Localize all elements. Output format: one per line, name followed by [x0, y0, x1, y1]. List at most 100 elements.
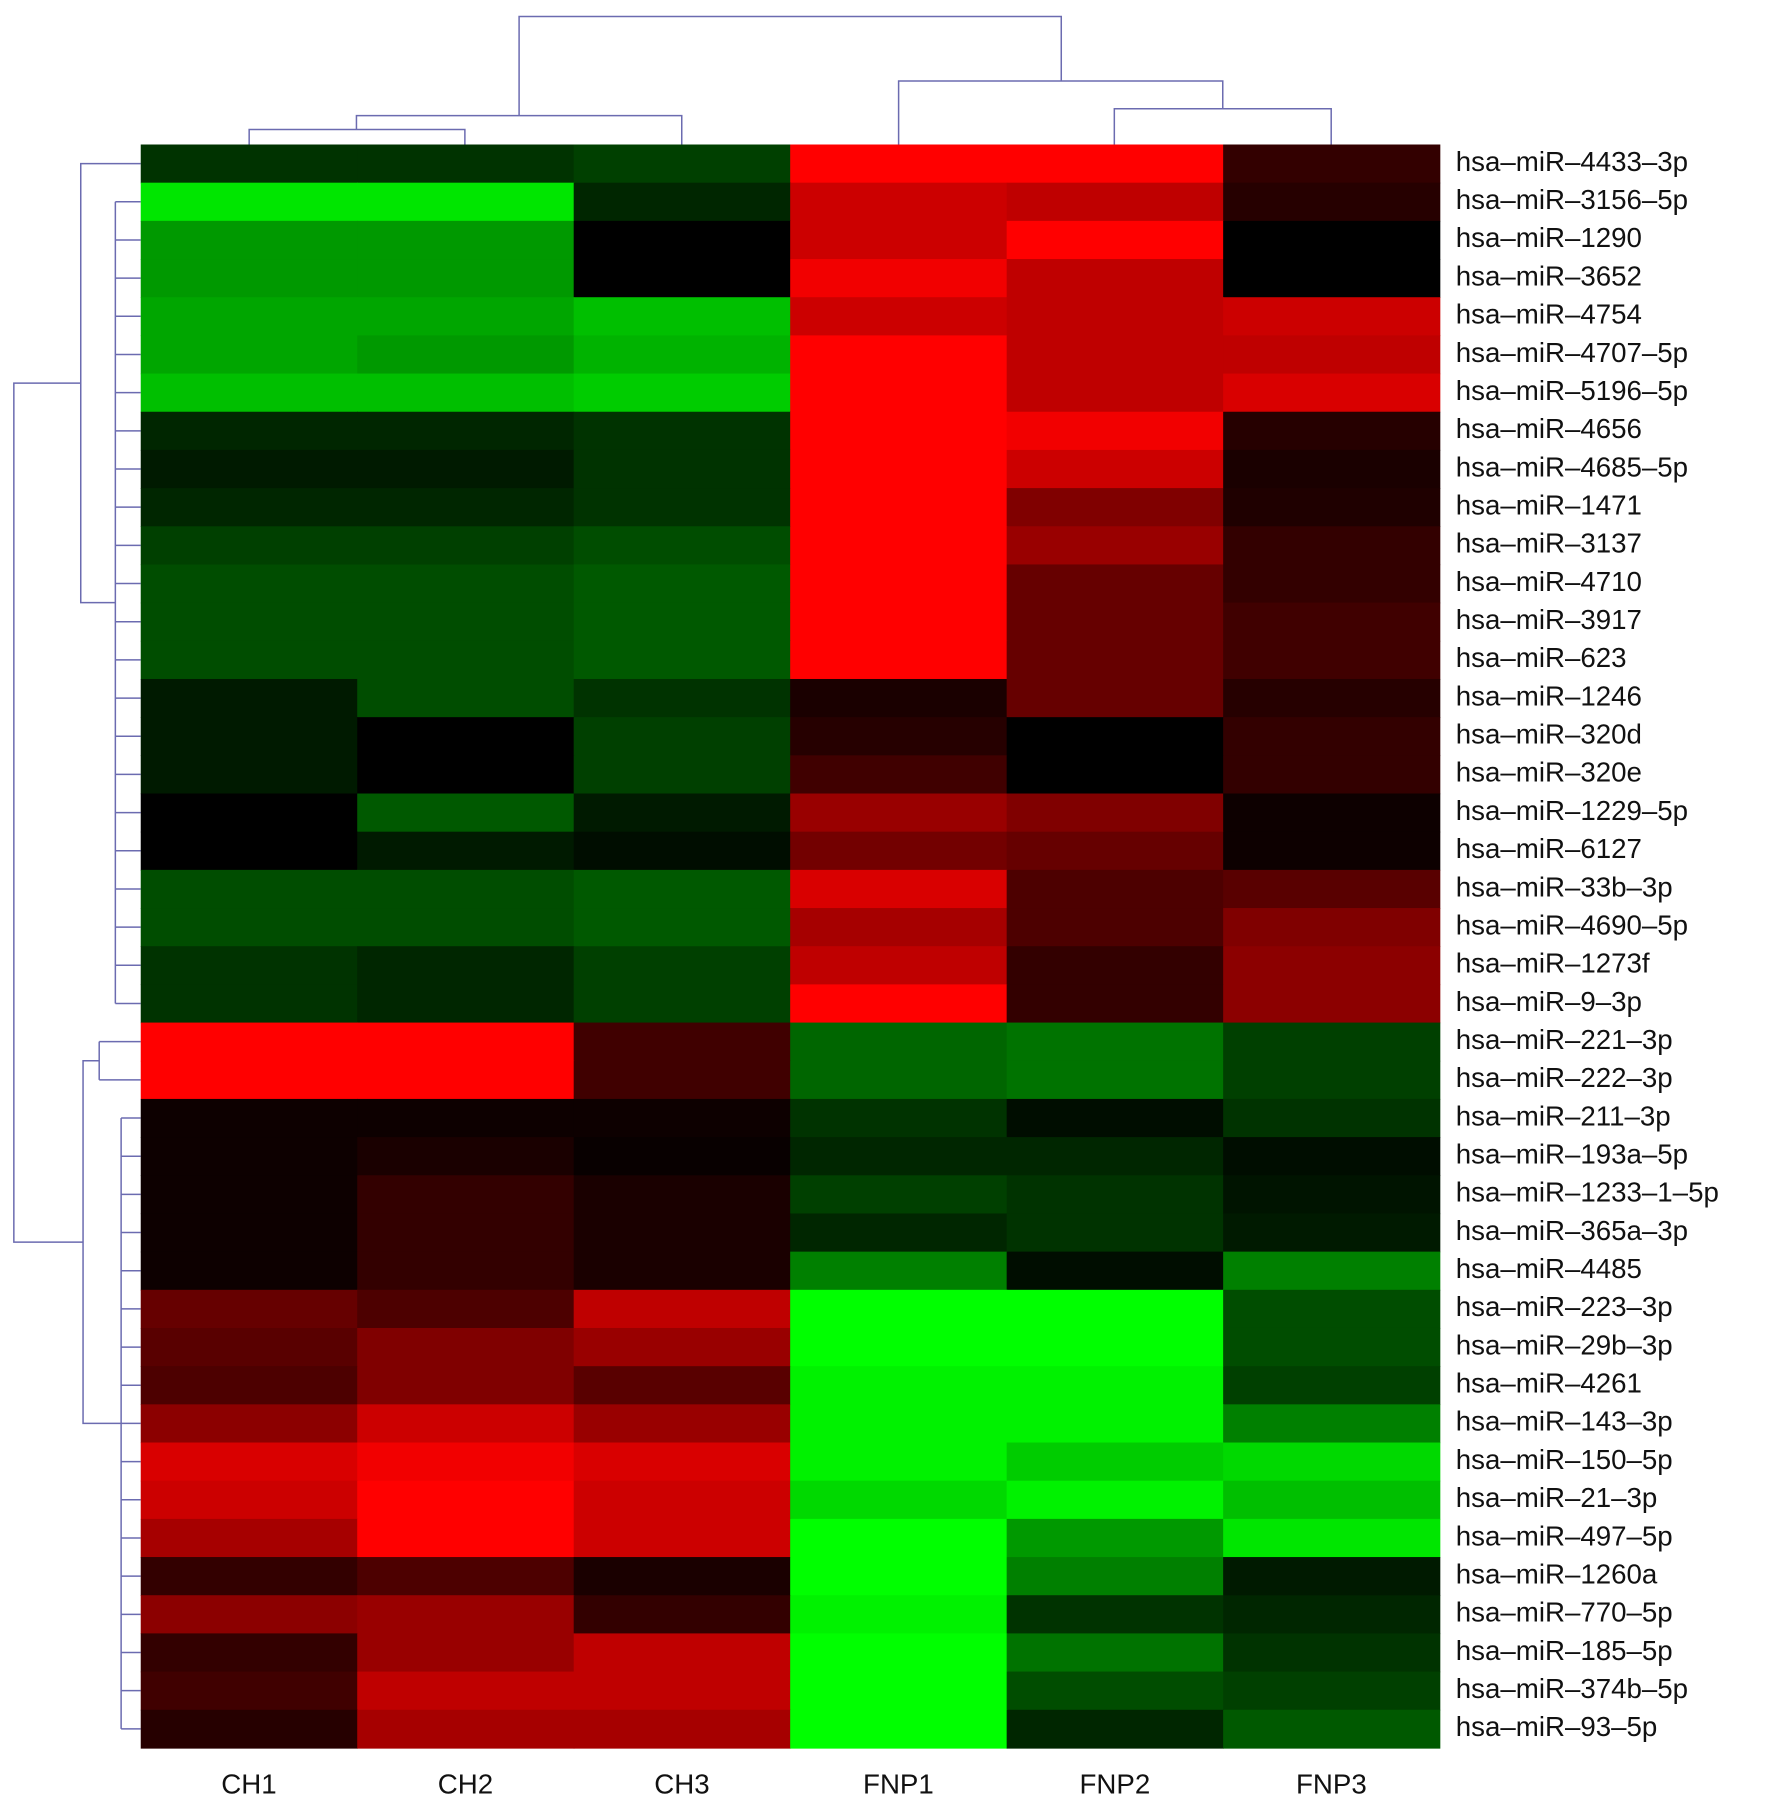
heatmap-cell	[1006, 1251, 1224, 1291]
row-label: hsa–miR–5196–5p	[1456, 375, 1688, 406]
heatmap-cell	[573, 1022, 791, 1062]
heatmap-cell	[1006, 1022, 1224, 1062]
column-label: CH2	[438, 1768, 493, 1799]
heatmap-cell	[357, 373, 575, 413]
row-dendrogram	[13, 162, 141, 1730]
heatmap-cell	[790, 1213, 1008, 1253]
row-label: hsa–miR–4710	[1456, 566, 1642, 597]
heatmap-cell	[357, 984, 575, 1024]
row-label: hsa–miR–365a–3p	[1456, 1215, 1688, 1246]
heatmap-cell	[790, 1289, 1008, 1329]
heatmap-cell	[357, 1709, 575, 1749]
heatmap-cell	[357, 602, 575, 642]
heatmap-cell	[790, 1557, 1008, 1596]
heatmap-cell	[790, 182, 1008, 222]
heatmap-cell	[357, 259, 575, 298]
heatmap-cell	[357, 869, 575, 909]
heatmap-cell	[1006, 1480, 1224, 1520]
heatmap-cell	[573, 1251, 791, 1291]
heatmap-cell	[140, 220, 358, 260]
heatmap-cell	[573, 526, 791, 566]
heatmap-cell	[790, 1251, 1008, 1291]
row-label: hsa–miR–185–5p	[1456, 1635, 1673, 1666]
heatmap-cell	[790, 946, 1008, 986]
heatmap-cell	[790, 373, 1008, 413]
heatmap-cell	[790, 1595, 1008, 1635]
heatmap-cell	[790, 259, 1008, 298]
heatmap-cell	[790, 1098, 1008, 1138]
heatmap-cell	[573, 1557, 791, 1596]
heatmap-cell	[140, 259, 358, 298]
heatmap-cell	[357, 678, 575, 718]
heatmap-cell	[140, 831, 358, 871]
heatmap-cell	[573, 755, 791, 795]
labels: hsa–miR–4433–3p hsa–miR–3156–5p hsa–miR–12…	[221, 146, 1719, 1799]
heatmap-cell	[1223, 259, 1441, 298]
heatmap-cell	[573, 946, 791, 986]
heatmap-cell	[1006, 1213, 1224, 1253]
heatmap-cell	[790, 640, 1008, 680]
row-label: hsa–miR–374b–5p	[1456, 1673, 1688, 1704]
heatmap-cell	[1223, 182, 1441, 222]
heatmap-cell	[1223, 678, 1441, 718]
heatmap-cell	[790, 1060, 1008, 1100]
row-label: hsa–miR–4685–5p	[1456, 451, 1688, 482]
heatmap-cell	[573, 1518, 791, 1558]
heatmap-cells	[140, 144, 1441, 1749]
heatmap-cell	[1223, 488, 1441, 527]
heatmap-cell	[140, 1595, 358, 1635]
heatmap-cell	[573, 1709, 791, 1749]
row-label: hsa–miR–21–3p	[1456, 1482, 1658, 1513]
heatmap-cell	[1006, 755, 1224, 795]
heatmap-cell	[790, 488, 1008, 527]
heatmap-cell	[1006, 831, 1224, 871]
row-label: hsa–miR–320e	[1456, 757, 1642, 788]
heatmap-cell	[790, 869, 1008, 909]
heatmap-cell	[140, 1137, 358, 1176]
heatmap-cell	[1006, 908, 1224, 947]
heatmap-cell	[790, 602, 1008, 642]
heatmap-cell	[1223, 984, 1441, 1024]
row-label: hsa–miR–4485	[1456, 1253, 1642, 1284]
row-label: hsa–miR–6127	[1456, 833, 1642, 864]
heatmap-cell	[573, 1595, 791, 1635]
heatmap-cell	[140, 1175, 358, 1215]
heatmap-cell	[1006, 602, 1224, 642]
heatmap-cell	[1006, 1709, 1224, 1749]
heatmap-cell	[1223, 1480, 1441, 1520]
heatmap-cell	[1223, 1518, 1441, 1558]
heatmap-cell	[140, 869, 358, 909]
heatmap-cell	[790, 220, 1008, 260]
heatmap-cell	[573, 488, 791, 527]
heatmap-cell	[1223, 1327, 1441, 1367]
heatmap-cell	[790, 1022, 1008, 1062]
heatmap-cell	[1006, 640, 1224, 680]
heatmap-cell	[357, 1098, 575, 1138]
heatmap-cell	[573, 411, 791, 451]
heatmap-cell	[1223, 602, 1441, 642]
heatmap-cell	[1006, 1442, 1224, 1482]
heatmap-cell	[140, 297, 358, 337]
heatmap-cell	[357, 335, 575, 375]
heatmap-cell	[357, 1366, 575, 1406]
heatmap-cell	[573, 831, 791, 871]
heatmap-cell	[140, 640, 358, 680]
heatmap-cell	[357, 1137, 575, 1176]
heatmap-cell	[140, 144, 358, 184]
heatmap-cell	[357, 1022, 575, 1062]
heatmap-cell	[357, 1327, 575, 1367]
heatmap-cell	[573, 717, 791, 757]
heatmap-cell	[140, 984, 358, 1024]
heatmap-cell	[790, 1404, 1008, 1444]
row-label: hsa–miR–497–5p	[1456, 1520, 1673, 1551]
heatmap-cell	[1223, 1098, 1441, 1138]
heatmap-cell	[1223, 373, 1441, 413]
heatmap-cell	[357, 946, 575, 986]
heatmap-cell	[1223, 717, 1441, 757]
heatmap-cell	[1006, 335, 1224, 375]
heatmap-cell	[1006, 1098, 1224, 1138]
heatmap-cell	[1006, 1175, 1224, 1215]
heatmap-cell	[573, 1098, 791, 1138]
heatmap-cell	[1006, 297, 1224, 337]
